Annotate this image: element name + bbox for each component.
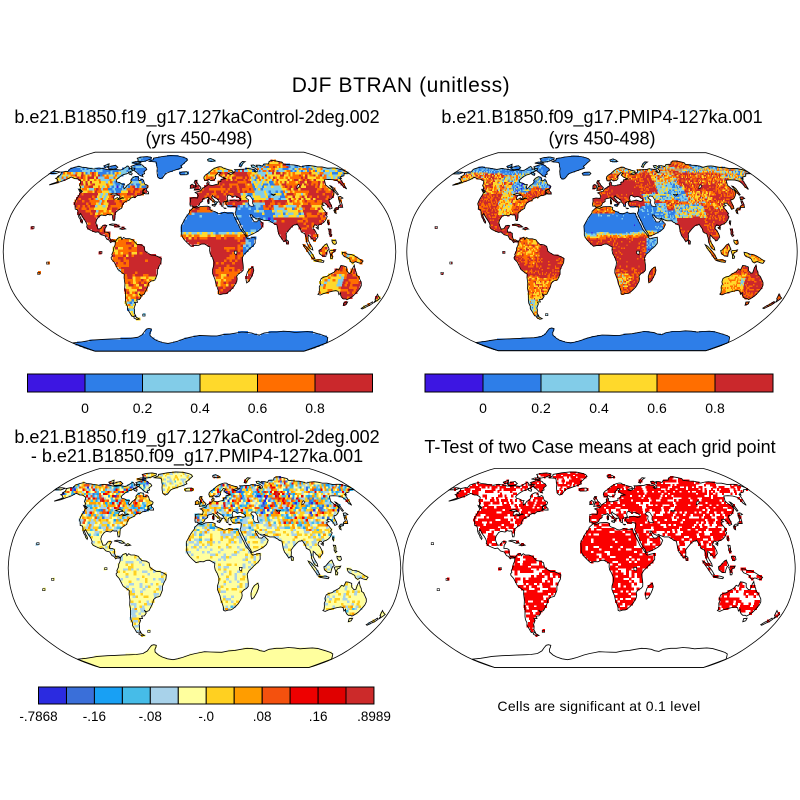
svg-text:-.0: -.0 xyxy=(198,709,214,724)
svg-text:b.e21.B1850.f09_g17.PMIP4-127k: b.e21.B1850.f09_g17.PMIP4-127ka.001 xyxy=(441,107,762,128)
svg-text:.08: .08 xyxy=(253,709,272,724)
svg-text:(yrs 450-498): (yrs 450-498) xyxy=(145,129,252,149)
svg-text:-.16: -.16 xyxy=(83,709,106,724)
svg-text:.16: .16 xyxy=(309,709,328,724)
svg-text:Cells are significant at 0.1 l: Cells are significant at 0.1 level xyxy=(497,698,700,714)
svg-text:0.8: 0.8 xyxy=(305,400,325,416)
svg-text:.8989: .8989 xyxy=(357,709,391,724)
svg-text:0: 0 xyxy=(479,400,487,416)
svg-text:T-Test of two Case means at ea: T-Test of two Case means at each grid po… xyxy=(424,437,775,457)
svg-text:0.2: 0.2 xyxy=(531,400,551,416)
svg-text:0.4: 0.4 xyxy=(190,400,210,416)
svg-text:- b.e21.B1850.f09_g17.PMIP4-12: - b.e21.B1850.f09_g17.PMIP4-127ka.001 xyxy=(31,446,363,467)
svg-text:0.4: 0.4 xyxy=(589,400,609,416)
svg-text:0.8: 0.8 xyxy=(705,400,725,416)
svg-text:DJF BTRAN (unitless): DJF BTRAN (unitless) xyxy=(292,74,511,97)
svg-text:(yrs 450-498): (yrs 450-498) xyxy=(548,129,655,149)
svg-text:0.2: 0.2 xyxy=(133,400,153,416)
svg-text:0.6: 0.6 xyxy=(647,400,667,416)
svg-text:b.e21.B1850.f19_g17.127kaContr: b.e21.B1850.f19_g17.127kaControl-2deg.00… xyxy=(14,107,379,128)
svg-text:b.e21.B1850.f19_g17.127kaContr: b.e21.B1850.f19_g17.127kaControl-2deg.00… xyxy=(14,427,379,448)
svg-text:-.7868: -.7868 xyxy=(19,709,57,724)
svg-text:0.6: 0.6 xyxy=(248,400,268,416)
svg-text:-.08: -.08 xyxy=(139,709,162,724)
svg-text:0: 0 xyxy=(81,400,89,416)
